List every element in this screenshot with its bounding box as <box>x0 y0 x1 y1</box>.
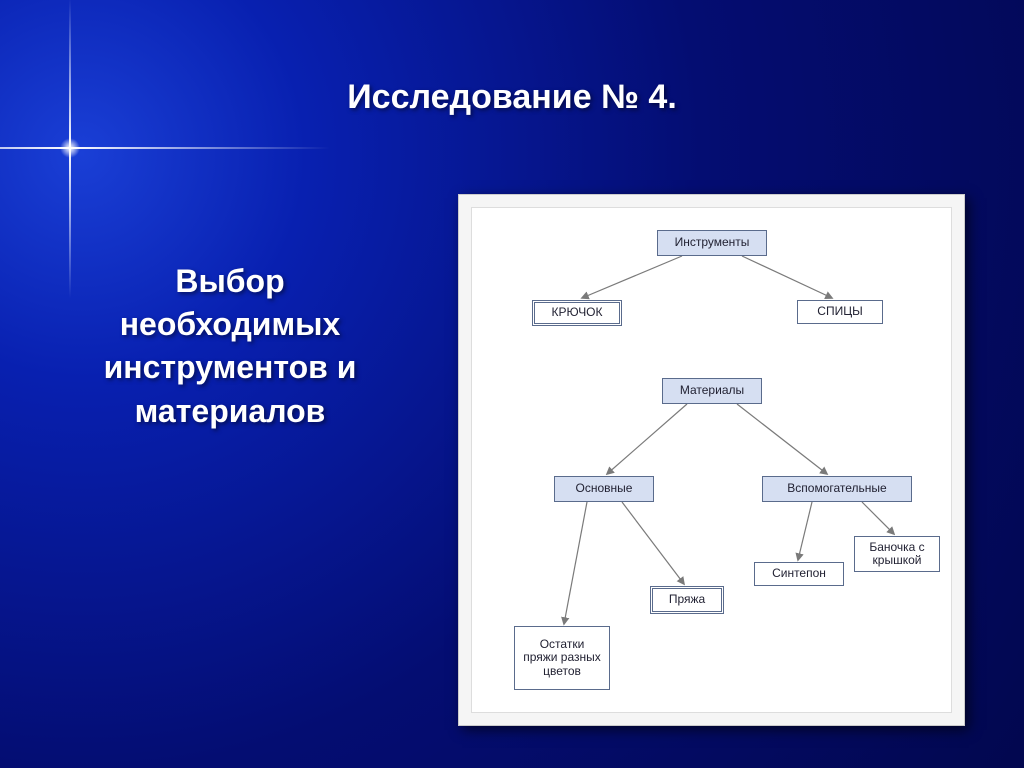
lens-flare <box>70 148 72 150</box>
edge <box>607 404 687 474</box>
node-instr: Инструменты <box>657 230 767 256</box>
edge <box>564 502 587 624</box>
node-jar: Баночка с крышкой <box>854 536 940 572</box>
node-needles: СПИЦЫ <box>797 300 883 324</box>
node-aux: Вспомогательные <box>762 476 912 502</box>
node-scraps: Остатки пряжи разных цветов <box>514 626 610 690</box>
edge <box>862 502 894 534</box>
diagram-canvas: Инструменты КРЮЧОК СПИЦЫ Материалы Основные В… <box>471 207 952 713</box>
node-mat: Материалы <box>662 378 762 404</box>
slide-subtitle: Выбор необходимых инструментов и материа… <box>80 260 380 433</box>
node-sint: Синтепон <box>754 562 844 586</box>
edge <box>742 256 832 298</box>
node-yarn: Пряжа <box>650 586 724 614</box>
slide: Исследование № 4. Выбор необходимых инст… <box>0 0 1024 768</box>
slide-title: Исследование № 4. <box>0 78 1024 117</box>
diagram-panel: Инструменты КРЮЧОК СПИЦЫ Материалы Основные В… <box>458 194 965 726</box>
edge <box>737 404 827 474</box>
edge <box>582 256 682 298</box>
edge <box>622 502 684 584</box>
edge <box>798 502 812 560</box>
node-hook: КРЮЧОК <box>532 300 622 326</box>
node-main: Основные <box>554 476 654 502</box>
